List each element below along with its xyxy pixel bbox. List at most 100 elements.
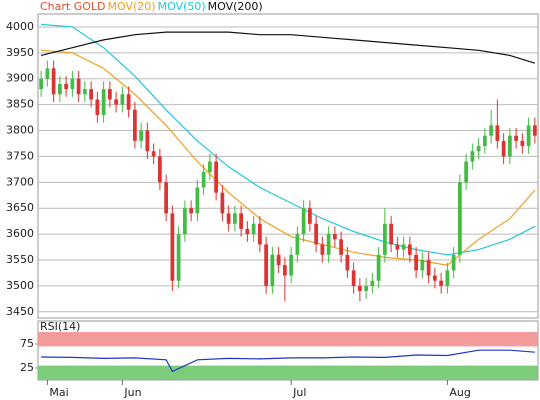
candle-body <box>258 223 262 245</box>
legend-entry: MOV(200) <box>208 0 263 13</box>
candle-body <box>389 223 393 245</box>
candle-body <box>126 94 131 110</box>
candle-body <box>83 89 87 95</box>
line <box>41 349 535 373</box>
candle-body <box>58 83 62 95</box>
candle-body <box>383 223 387 255</box>
x-tick-label: Jun <box>123 386 141 399</box>
line <box>41 23 536 256</box>
candle-body <box>145 130 150 152</box>
rsi-band <box>38 365 538 380</box>
candle-body <box>295 234 300 255</box>
y-tick-label: 4000 <box>6 20 34 33</box>
candle-body <box>76 78 81 95</box>
candle-body <box>183 208 187 235</box>
candle-body <box>451 254 456 271</box>
x-tick-label: Aug <box>449 386 470 399</box>
candle-body <box>364 285 368 292</box>
candle-body <box>270 254 275 286</box>
candle-body <box>108 89 112 100</box>
line <box>40 31 536 64</box>
chart-title: Chart GOLD <box>40 0 106 13</box>
legend-entry: MOV(20) <box>108 0 156 13</box>
candle-body <box>220 192 225 214</box>
candle-body <box>514 135 518 141</box>
candle-body <box>251 223 256 235</box>
candle-body <box>233 213 237 224</box>
candle-body <box>226 213 231 224</box>
legend-entry: MOV(50) <box>158 0 206 13</box>
main-plot-frame <box>37 13 539 319</box>
candle-body <box>133 109 137 141</box>
candle-body <box>264 244 268 286</box>
candle-body <box>533 125 537 136</box>
candle-body <box>64 83 68 90</box>
candle-body <box>45 68 50 79</box>
candle-body <box>345 254 350 271</box>
candle-body <box>245 228 250 235</box>
candle-body <box>214 161 218 193</box>
candle-body <box>445 270 450 286</box>
y-tick-label: 3450 <box>6 305 34 318</box>
candle-body <box>333 234 337 240</box>
candle-body <box>420 259 425 271</box>
y-tick-label: 3950 <box>6 46 34 59</box>
candle-body <box>495 125 500 141</box>
y-tick-label: 3600 <box>6 227 34 240</box>
candle-body <box>339 239 343 255</box>
y-tick-label: 3800 <box>6 124 34 137</box>
candle-body <box>95 99 100 115</box>
candle-body <box>239 213 243 229</box>
candle-body <box>301 208 306 235</box>
candle-body <box>376 254 381 281</box>
candle-body <box>70 78 75 90</box>
candle-body <box>314 223 318 245</box>
candle-body <box>208 161 212 172</box>
x-tick-label: Mai <box>49 386 68 399</box>
candle-body <box>508 135 512 157</box>
candle-body <box>358 285 362 292</box>
candle-body <box>414 254 418 271</box>
candle-body <box>520 140 525 147</box>
candle-body <box>164 182 168 214</box>
candle-body <box>276 254 281 266</box>
candle-body <box>51 68 56 95</box>
candle-body <box>470 151 475 162</box>
rsi-band <box>38 332 538 347</box>
candle-body <box>395 244 400 250</box>
candle-body <box>176 234 181 281</box>
candle-body <box>151 151 156 157</box>
candle-body <box>158 156 162 183</box>
candle-body <box>39 78 43 90</box>
x-tick-label: Jul <box>292 386 306 399</box>
y-tick-label: 25 <box>20 361 34 374</box>
candle-body <box>320 244 325 255</box>
y-tick-label: 3500 <box>6 279 34 292</box>
candle-body <box>401 244 406 250</box>
candle-body <box>326 234 331 255</box>
y-tick-label: 3700 <box>6 175 34 188</box>
candle-body <box>189 208 193 214</box>
candle-body <box>283 265 287 276</box>
candle-body <box>458 182 462 255</box>
candle-body <box>101 89 106 115</box>
candle-body <box>120 94 125 105</box>
candle-body <box>489 125 493 136</box>
candle-body <box>89 89 93 100</box>
candle-body <box>370 280 375 286</box>
candle-body <box>114 99 118 105</box>
candle-body <box>483 135 487 147</box>
candle-body <box>526 125 531 147</box>
y-tick-label: 3650 <box>6 201 34 214</box>
candle-body <box>308 208 312 224</box>
panel-title: RSI(14) <box>40 320 80 333</box>
candle-body <box>464 161 468 183</box>
candle-body <box>426 259 431 276</box>
candle-body <box>201 171 206 188</box>
candle-body <box>501 140 506 157</box>
candle-body <box>195 187 200 214</box>
candle-body <box>433 275 437 281</box>
candle-body <box>289 254 293 276</box>
y-tick-label: 75 <box>20 337 34 350</box>
